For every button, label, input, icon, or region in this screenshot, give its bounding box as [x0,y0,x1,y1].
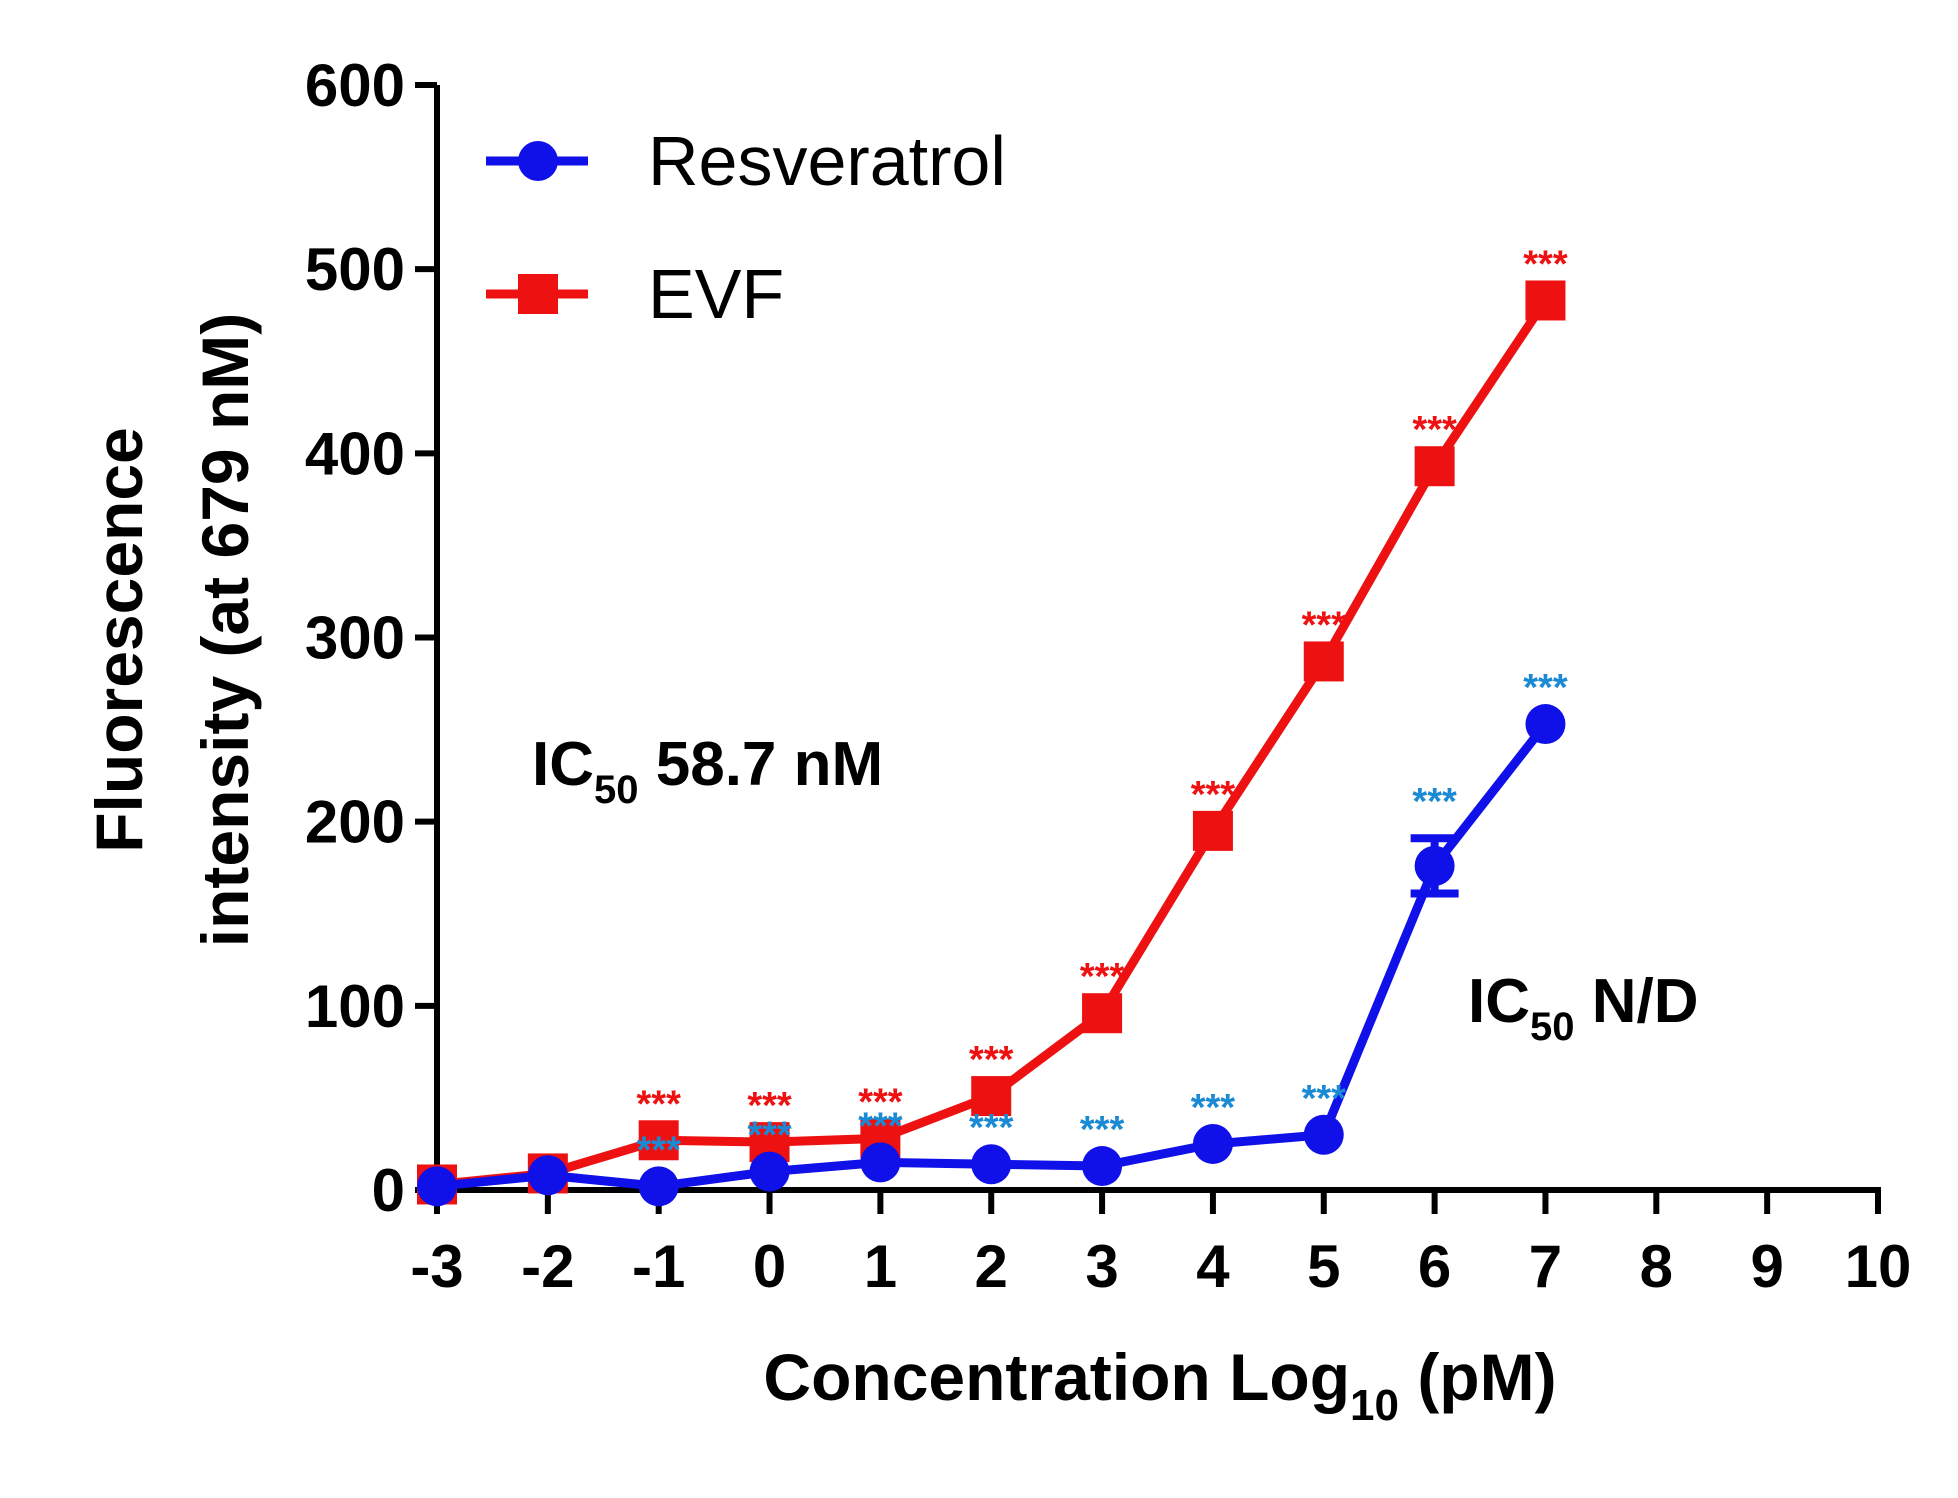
x-tick-label: 1 [864,1233,897,1300]
x-axis-title: Concentration Log10 (pM) [763,1340,1556,1430]
significance-layer: *** *** ************************ *** *** *** *… [637,243,1568,1171]
annotation-ic50-resveratrol-prefix: IC [1468,967,1530,1036]
x-tick-label: 9 [1750,1233,1783,1300]
annotation-ic50-evf-sub: 50 [594,768,639,812]
x-axis-title-sub: 10 [1350,1381,1399,1430]
data-point-resveratrol [638,1166,679,1207]
x-tick-label: -3 [410,1233,463,1300]
x-tick-label: -2 [521,1233,574,1300]
data-point-resveratrol [417,1166,457,1207]
legend-item-resveratrol: Resveratrol [486,122,1006,200]
significance-label-resveratrol: *** [1080,1109,1125,1151]
data-point-evf [971,1076,1012,1117]
y-tick-label: 200 [305,789,405,856]
significance-label-evf: *** [969,1039,1014,1081]
y-axis-title-line1: Fluorescence [82,427,156,853]
data-point-resveratrol [1192,1123,1233,1164]
legend: Resveratrol EVF [486,122,1006,333]
y-tick-label: 400 [305,420,405,487]
y-tick-label: 500 [305,236,405,303]
annotation-ic50-resveratrol-sub: 50 [1530,1005,1575,1049]
data-point-resveratrol [1525,704,1566,745]
x-ticks: -3 -2 -1 0 1 2 3 4 5 6 7 8 9 10 [410,1190,1911,1300]
x-tick-label: -1 [632,1233,685,1300]
series-layer [417,280,1566,1207]
series-resveratrol [417,704,1566,1207]
data-point-resveratrol [1414,845,1455,886]
y-ticks: 0 100 200 300 400 500 600 [305,52,437,1224]
data-point-resveratrol [1082,1146,1123,1187]
significance-label-evf: *** [747,1085,792,1127]
x-tick-label: 8 [1640,1233,1673,1300]
y-tick-label: 100 [305,973,405,1040]
y-tick-label: 0 [372,1157,405,1224]
data-point-evf [638,1120,679,1161]
legend-item-evf: EVF [486,255,784,333]
significance-label-evf: *** [1523,243,1568,285]
x-tick-label: 6 [1418,1233,1451,1300]
x-axis-title-main: Concentration Log [763,1340,1350,1414]
y-axis-title-line2: intensity (at 679 nM) [188,313,262,947]
annotation-ic50-evf-value: 58.7 nM [639,730,884,799]
data-point-resveratrol [971,1144,1012,1185]
data-point-evf [1082,993,1123,1034]
significance-label-resveratrol: *** [969,1107,1014,1149]
annotation-ic50-resveratrol-value: N/D [1575,967,1699,1036]
significance-label-resveratrol: *** [637,1129,682,1171]
legend-label-evf: EVF [648,255,784,333]
data-point-evf [1414,446,1455,487]
data-point-resveratrol [1303,1114,1344,1155]
data-point-evf [1192,810,1233,851]
annotation-ic50-evf-prefix: IC [532,730,594,799]
significance-label-evf: *** [637,1083,682,1125]
significance-label-evf: *** [1080,956,1125,998]
significance-label-resveratrol: *** [1412,781,1457,823]
annotation-ic50-evf: IC50 58.7 nM [532,730,883,812]
significance-label-resveratrol: *** [1191,1087,1236,1129]
significance-label-evf: *** [1191,774,1236,816]
x-tick-label: 2 [975,1233,1008,1300]
significance-label-evf: *** [1302,604,1347,646]
axes: 0 100 200 300 400 500 600 -3 -2 -1 0 1 2 3 4 5 6 7 8 9 10 [305,52,1911,1300]
x-tick-label: 5 [1307,1233,1340,1300]
y-tick-label: 600 [305,52,405,119]
x-tick-label: 0 [753,1233,786,1300]
significance-label-resveratrol: *** [858,1105,903,1147]
x-tick-label: 4 [1196,1233,1230,1300]
data-point-resveratrol [527,1155,568,1196]
legend-marker-evf [518,274,558,314]
x-axis-title-suffix: (pM) [1399,1340,1557,1414]
significance-label-evf: *** [858,1081,903,1123]
x-tick-label: 10 [1845,1233,1912,1300]
y-tick-label: 300 [305,605,405,672]
data-point-evf [1303,641,1344,682]
data-point-resveratrol [860,1142,901,1183]
significance-label-resveratrol: *** [1302,1078,1347,1120]
x-tick-label: 3 [1085,1233,1118,1300]
data-point-resveratrol [749,1151,790,1192]
legend-label-resveratrol: Resveratrol [648,122,1006,200]
significance-label-resveratrol: *** [1523,667,1568,709]
x-tick-label: 7 [1529,1233,1562,1300]
annotation-ic50-resveratrol: IC50 N/D [1468,967,1699,1049]
significance-label-resveratrol: *** [747,1115,792,1157]
significance-label-evf: *** [1412,409,1457,451]
data-point-evf [1525,280,1566,321]
legend-marker-resveratrol [518,141,558,181]
